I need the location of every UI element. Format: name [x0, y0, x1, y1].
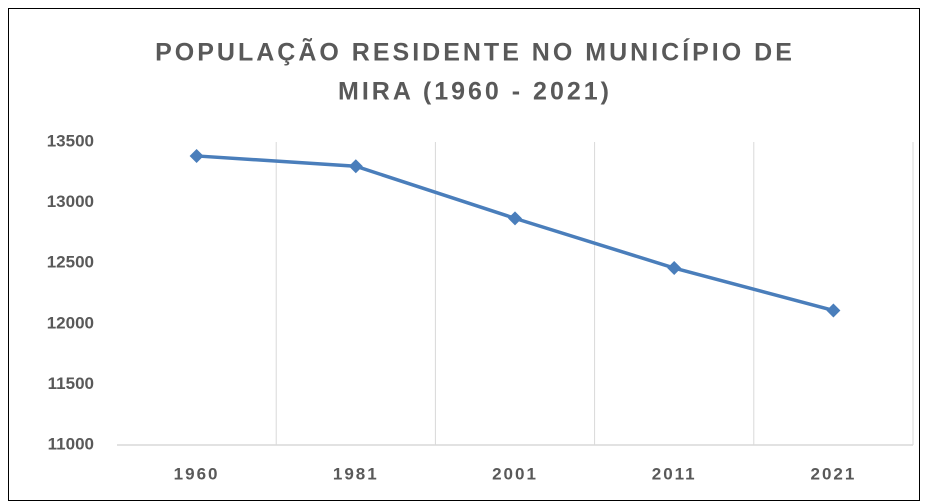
x-tick-label: 1981 [333, 464, 379, 483]
chart-title: POPULAÇÃO RESIDENTE NO MUNICÍPIO DE [155, 37, 795, 67]
y-tick-label: 11500 [48, 374, 94, 393]
point [667, 261, 682, 276]
chart-frame [8, 8, 920, 501]
y-tick-label: 13000 [47, 192, 94, 211]
y-tick-label: 13500 [47, 131, 94, 150]
point [826, 303, 841, 318]
y-tick-label: 11000 [48, 434, 94, 453]
y-tick-label: 12000 [47, 313, 94, 332]
chart-title: MIRA (1960 - 2021) [338, 78, 612, 106]
point [189, 148, 204, 163]
x-tick-label: 2011 [652, 464, 697, 483]
x-tick-label: 2001 [492, 464, 538, 483]
x-tick-label: 1960 [174, 464, 220, 483]
point [508, 211, 522, 226]
x-tick-label: 2021 [810, 464, 856, 483]
y-tick-label: 12500 [47, 253, 94, 272]
point [348, 159, 363, 174]
